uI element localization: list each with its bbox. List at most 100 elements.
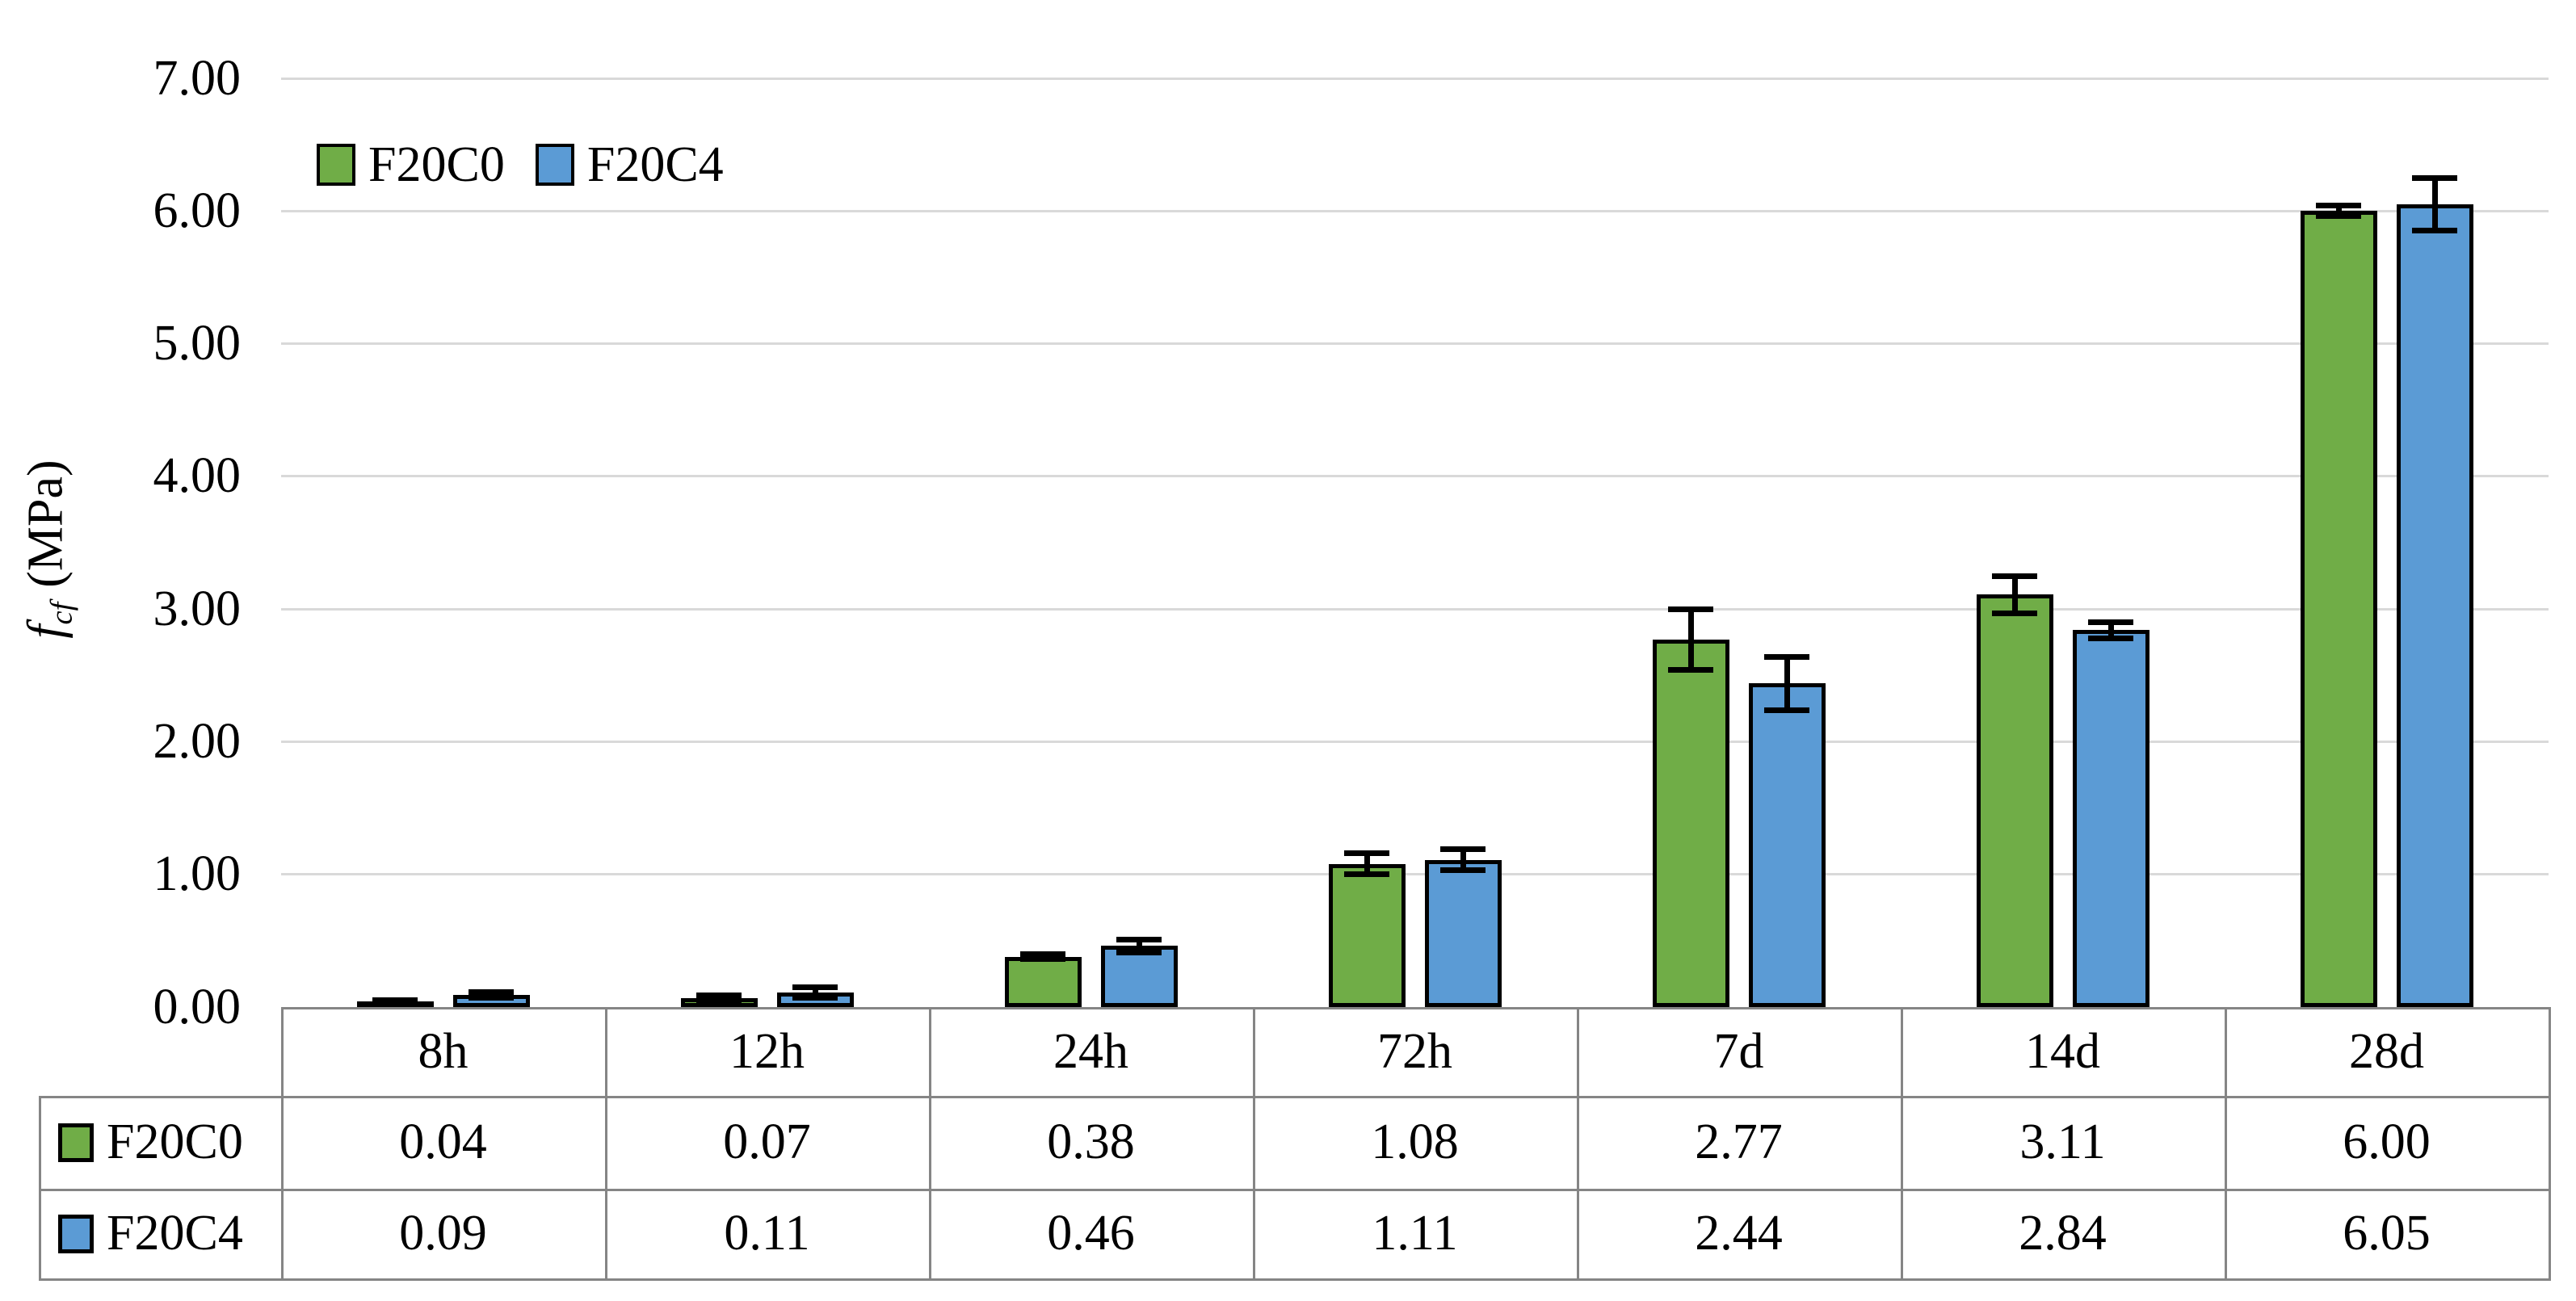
- table-cell-F20C0-7d: 2.77: [1695, 1114, 1783, 1169]
- error-bar-bottom-cap-F20C0-14d: [1992, 610, 2037, 616]
- gridline-6: [281, 209, 2549, 212]
- gridline-1: [281, 873, 2549, 876]
- gridline-4: [281, 475, 2549, 478]
- y-tick-label-2.00: 2.00: [153, 713, 242, 769]
- bar-F20C4-72h: [1424, 859, 1502, 1007]
- table-header-cell-7d: 7d: [1713, 1023, 1764, 1079]
- error-bar-stem-F20C4-14d: [2107, 622, 2114, 639]
- error-bar-bottom-cap-F20C4-8h: [469, 995, 514, 1001]
- error-bar-top-cap-F20C0-28d: [2316, 203, 2361, 209]
- table-border-line-0: [281, 1007, 2551, 1009]
- legend-item-F20C4: F20C4: [535, 136, 724, 194]
- error-bar-top-cap-F20C4-8h: [469, 989, 514, 996]
- table-cell-F20C4-8h: 0.09: [399, 1206, 487, 1261]
- error-bar-bottom-cap-F20C0-28d: [2316, 213, 2361, 220]
- error-bar-bottom-cap-F20C0-7d: [1668, 667, 1713, 674]
- error-bar-stem-F20C4-7d: [1784, 657, 1790, 710]
- y-tick-label-3.00: 3.00: [153, 581, 242, 636]
- error-bar-stem-F20C0-14d: [2011, 576, 2018, 614]
- error-bar-bottom-cap-F20C0-12h: [696, 997, 742, 1004]
- bar-F20C4-28d: [2396, 204, 2473, 1007]
- table-header-cell-28d: 28d: [2349, 1023, 2424, 1079]
- error-bar-top-cap-F20C4-12h: [792, 984, 838, 990]
- gridline-7: [281, 77, 2549, 80]
- legend-swatch-F20C0: [317, 144, 355, 186]
- error-bar-bottom-cap-F20C0-8h: [372, 1000, 418, 1006]
- error-bar-top-cap-F20C4-28d: [2412, 174, 2457, 181]
- gridline-3: [281, 607, 2549, 611]
- error-bar-top-cap-F20C0-7d: [1668, 606, 1713, 612]
- error-bar-top-cap-F20C0-24h: [1020, 951, 1065, 957]
- error-bar-stem-F20C4-24h: [1136, 939, 1142, 953]
- table-border-line-8: [1253, 1007, 1255, 1278]
- bar-F20C0-7d: [1652, 639, 1729, 1007]
- legend: F20C0 F20C4: [317, 132, 754, 197]
- table-cell-F20C4-72h: 1.11: [1372, 1206, 1458, 1261]
- error-bar-top-cap-F20C0-72h: [1344, 850, 1389, 856]
- y-tick-label-1.00: 1.00: [153, 846, 242, 902]
- bar-F20C4-7d: [1748, 683, 1826, 1007]
- table-cell-F20C0-72h: 1.08: [1371, 1114, 1459, 1169]
- y-tick-label-5.00: 5.00: [153, 316, 242, 371]
- table-border-line-10: [1901, 1007, 1903, 1278]
- error-bar-stem-F20C4-72h: [1460, 849, 1466, 871]
- table-border-line-11: [2225, 1007, 2227, 1278]
- table-cell-F20C4-12h: 0.11: [724, 1206, 810, 1261]
- error-bar-bottom-cap-F20C0-72h: [1344, 871, 1389, 878]
- table-cell-F20C0-8h: 0.04: [399, 1114, 487, 1169]
- error-bar-top-cap-F20C0-12h: [696, 992, 742, 998]
- table-header-cell-24h: 24h: [1053, 1023, 1128, 1079]
- table-border-line-2: [39, 1189, 2551, 1191]
- y-tick-label-6.00: 6.00: [153, 183, 242, 238]
- table-border-line-12: [2549, 1007, 2551, 1281]
- error-bar-bottom-cap-F20C4-14d: [2088, 635, 2133, 641]
- bar-F20C4-14d: [2072, 630, 2149, 1007]
- error-bar-top-cap-F20C4-24h: [1116, 936, 1162, 942]
- table-border-line-5: [281, 1007, 284, 1281]
- table-border-line-3: [39, 1278, 2551, 1281]
- table-header-cell-8h: 8h: [418, 1023, 469, 1079]
- table-row-label-text-F20C4: F20C4: [107, 1206, 243, 1261]
- table-cell-F20C4-7d: 2.44: [1695, 1206, 1783, 1261]
- error-bar-bottom-cap-F20C4-72h: [1440, 867, 1486, 874]
- error-bar-top-cap-F20C4-72h: [1440, 846, 1486, 852]
- bar-F20C0-28d: [2300, 211, 2377, 1007]
- legend-label-F20C0: F20C0: [368, 136, 505, 192]
- table-cell-F20C0-12h: 0.07: [723, 1114, 811, 1169]
- bar-F20C0-14d: [1976, 594, 2053, 1007]
- table-border-line-1: [39, 1096, 2551, 1098]
- table-cell-F20C4-14d: 2.84: [2019, 1206, 2107, 1261]
- table-row-label-F20C0: F20C0: [39, 1096, 281, 1189]
- error-bar-top-cap-F20C4-7d: [1764, 653, 1809, 660]
- gridline-5: [281, 342, 2549, 346]
- legend-swatch-F20C4: [535, 144, 574, 186]
- legend-item-F20C0: F20C0: [317, 136, 505, 194]
- error-bar-top-cap-F20C4-14d: [2088, 619, 2133, 626]
- error-bar-bottom-cap-F20C4-28d: [2412, 228, 2457, 234]
- table-border-line-6: [605, 1007, 607, 1278]
- bar-F20C0-72h: [1328, 863, 1406, 1007]
- error-bar-bottom-cap-F20C4-7d: [1764, 707, 1809, 713]
- y-tick-label-4.00: 4.00: [153, 448, 242, 504]
- table-header-cell-14d: 14d: [2025, 1023, 2100, 1079]
- error-bar-stem-F20C4-28d: [2431, 178, 2438, 231]
- y-tick-label-0.00: 0.00: [153, 979, 242, 1035]
- error-bar-stem-F20C0-7d: [1687, 609, 1694, 670]
- error-bar-stem-F20C0-28d: [2335, 205, 2342, 216]
- table-border-line-4: [39, 1096, 41, 1281]
- table-cell-F20C0-24h: 0.38: [1047, 1114, 1135, 1169]
- table-cell-F20C0-28d: 6.00: [2343, 1114, 2431, 1169]
- table-legend-key-F20C4: [58, 1214, 94, 1253]
- table-cell-F20C4-24h: 0.46: [1047, 1206, 1135, 1261]
- table-header-cell-72h: 72h: [1377, 1023, 1452, 1079]
- table-header-cell-12h: 12h: [729, 1023, 805, 1079]
- legend-label-F20C4: F20C4: [586, 136, 724, 192]
- table-border-line-7: [929, 1007, 931, 1278]
- error-bar-bottom-cap-F20C4-24h: [1116, 950, 1162, 956]
- error-bar-stem-F20C0-72h: [1364, 853, 1370, 875]
- table-cell-F20C0-14d: 3.11: [2019, 1114, 2106, 1169]
- table-border-line-9: [1577, 1007, 1579, 1278]
